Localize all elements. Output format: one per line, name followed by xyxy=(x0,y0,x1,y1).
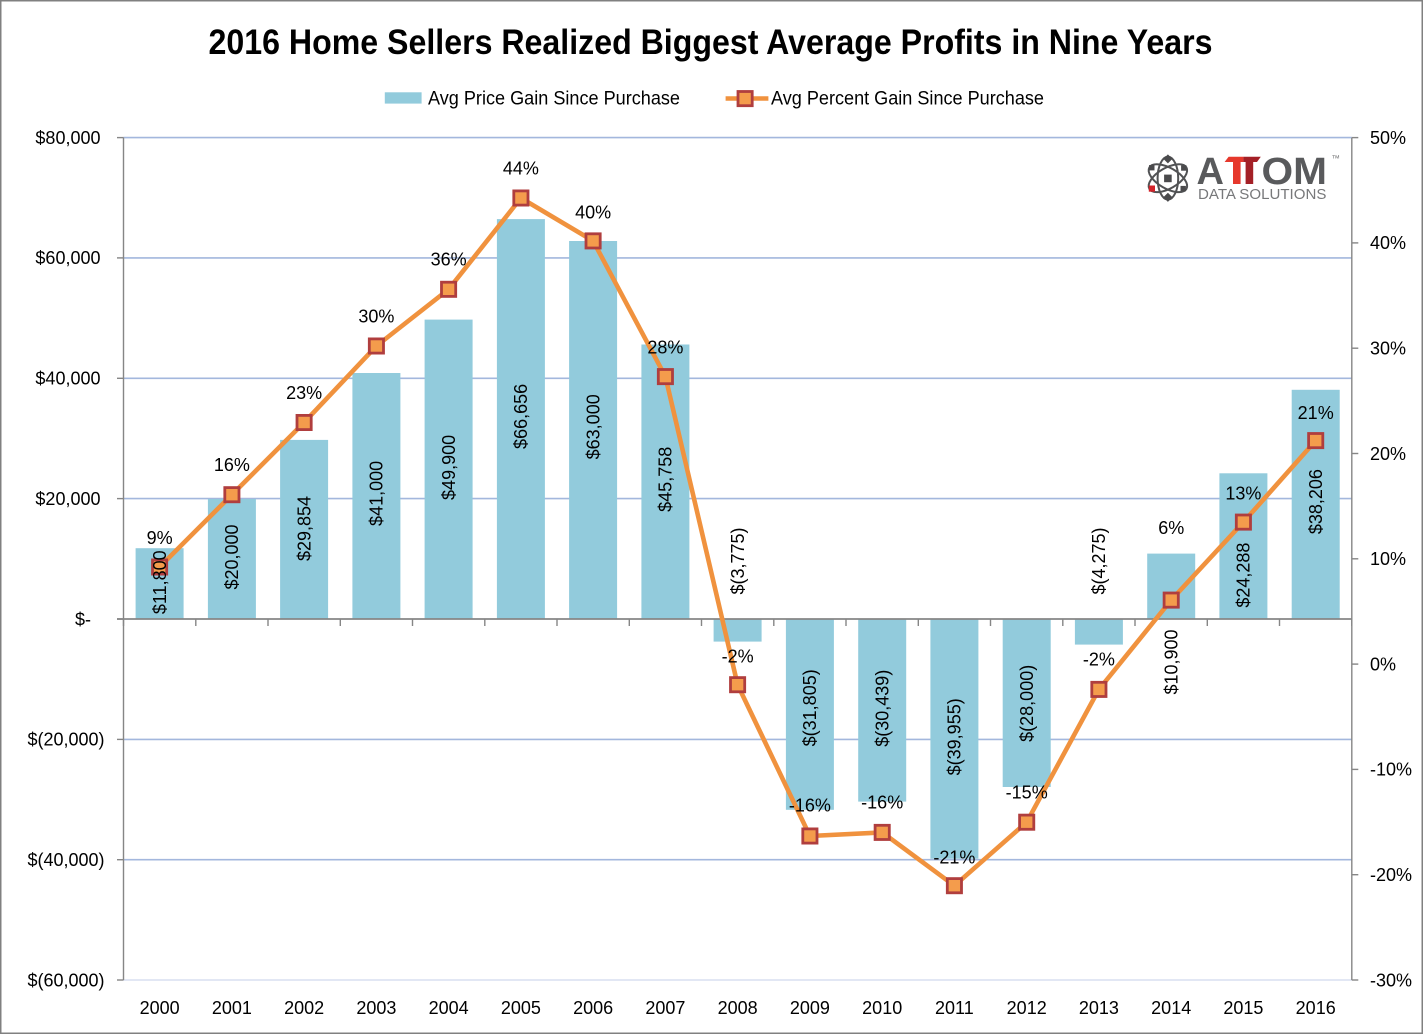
svg-text:2014: 2014 xyxy=(1151,998,1191,1018)
svg-text:20%: 20% xyxy=(1370,444,1406,464)
svg-text:$60,000: $60,000 xyxy=(35,248,100,268)
svg-text:21%: 21% xyxy=(1298,403,1334,423)
svg-text:2011: 2011 xyxy=(935,998,974,1018)
svg-text:16%: 16% xyxy=(214,455,250,475)
svg-text:6%: 6% xyxy=(1158,518,1184,538)
svg-text:-10%: -10% xyxy=(1370,760,1412,780)
svg-text:$(20,000): $(20,000) xyxy=(27,730,104,750)
svg-text:44%: 44% xyxy=(503,159,539,179)
svg-text:2001: 2001 xyxy=(212,998,252,1018)
svg-text:2005: 2005 xyxy=(501,998,541,1018)
svg-text:40%: 40% xyxy=(575,202,611,222)
svg-text:$(39,955): $(39,955) xyxy=(945,698,965,775)
svg-text:$(4,275): $(4,275) xyxy=(1089,527,1109,594)
svg-text:2002: 2002 xyxy=(284,998,324,1018)
svg-text:$(40,000): $(40,000) xyxy=(27,850,104,870)
svg-text:$41,000: $41,000 xyxy=(367,461,387,526)
svg-text:$45,758: $45,758 xyxy=(656,447,676,512)
svg-text:-2%: -2% xyxy=(1083,650,1115,670)
svg-text:2009: 2009 xyxy=(790,998,830,1018)
svg-text:™: ™ xyxy=(1332,153,1341,163)
svg-text:2008: 2008 xyxy=(718,998,758,1018)
svg-text:$20,000: $20,000 xyxy=(222,524,242,589)
svg-text:A: A xyxy=(1197,151,1224,193)
svg-text:-16%: -16% xyxy=(789,795,831,815)
svg-text:2000: 2000 xyxy=(140,998,180,1018)
svg-text:$(28,000): $(28,000) xyxy=(1017,665,1037,742)
svg-text:2016 Home Sellers Realized Big: 2016 Home Sellers Realized Biggest Avera… xyxy=(209,23,1213,62)
svg-text:36%: 36% xyxy=(431,250,467,270)
svg-text:DATA SOLUTIONS: DATA SOLUTIONS xyxy=(1198,187,1326,203)
svg-text:$(30,439): $(30,439) xyxy=(873,670,893,747)
svg-text:10%: 10% xyxy=(1370,549,1406,569)
svg-text:2007: 2007 xyxy=(645,998,685,1018)
svg-text:-21%: -21% xyxy=(933,847,975,867)
svg-text:0%: 0% xyxy=(1370,654,1396,674)
svg-text:$24,288: $24,288 xyxy=(1234,543,1254,608)
svg-text:40%: 40% xyxy=(1370,233,1406,253)
svg-text:$40,000: $40,000 xyxy=(35,369,100,389)
svg-text:2015: 2015 xyxy=(1223,998,1263,1018)
svg-text:$20,000: $20,000 xyxy=(35,489,100,509)
svg-text:2013: 2013 xyxy=(1079,998,1119,1018)
svg-text:50%: 50% xyxy=(1370,128,1406,148)
svg-text:$49,900: $49,900 xyxy=(439,435,459,500)
svg-text:23%: 23% xyxy=(286,383,322,403)
svg-text:$(31,805): $(31,805) xyxy=(800,669,820,746)
svg-text:-20%: -20% xyxy=(1370,865,1412,885)
svg-text:$(3,775): $(3,775) xyxy=(728,527,748,594)
svg-text:Avg Percent Gain Since Purchas: Avg Percent Gain Since Purchase xyxy=(771,88,1044,110)
svg-text:$38,206: $38,206 xyxy=(1306,469,1326,534)
svg-text:-16%: -16% xyxy=(861,792,903,812)
svg-text:2003: 2003 xyxy=(356,998,396,1018)
svg-text:9%: 9% xyxy=(147,528,173,548)
svg-text:$11,800: $11,800 xyxy=(150,550,170,614)
svg-text:$-: $- xyxy=(75,609,91,629)
svg-text:-2%: -2% xyxy=(722,646,754,666)
svg-text:28%: 28% xyxy=(647,337,683,357)
svg-text:2010: 2010 xyxy=(862,998,902,1018)
svg-text:-30%: -30% xyxy=(1370,970,1412,990)
svg-text:$10,900: $10,900 xyxy=(1162,629,1182,694)
svg-text:$80,000: $80,000 xyxy=(35,128,100,148)
svg-text:OM: OM xyxy=(1262,151,1328,193)
svg-text:30%: 30% xyxy=(1370,339,1406,359)
svg-text:$29,854: $29,854 xyxy=(294,496,314,561)
svg-text:13%: 13% xyxy=(1225,483,1261,503)
svg-text:-15%: -15% xyxy=(1006,783,1048,803)
svg-text:$(60,000): $(60,000) xyxy=(27,970,104,990)
svg-text:2012: 2012 xyxy=(1007,998,1047,1018)
svg-text:2016: 2016 xyxy=(1296,998,1336,1018)
svg-text:2004: 2004 xyxy=(429,998,469,1018)
svg-text:$66,656: $66,656 xyxy=(511,384,531,449)
svg-text:Avg Price Gain Since Purchase: Avg Price Gain Since Purchase xyxy=(428,88,680,110)
svg-text:30%: 30% xyxy=(358,306,394,326)
svg-text:$63,000: $63,000 xyxy=(583,394,603,459)
svg-text:2006: 2006 xyxy=(573,998,613,1018)
